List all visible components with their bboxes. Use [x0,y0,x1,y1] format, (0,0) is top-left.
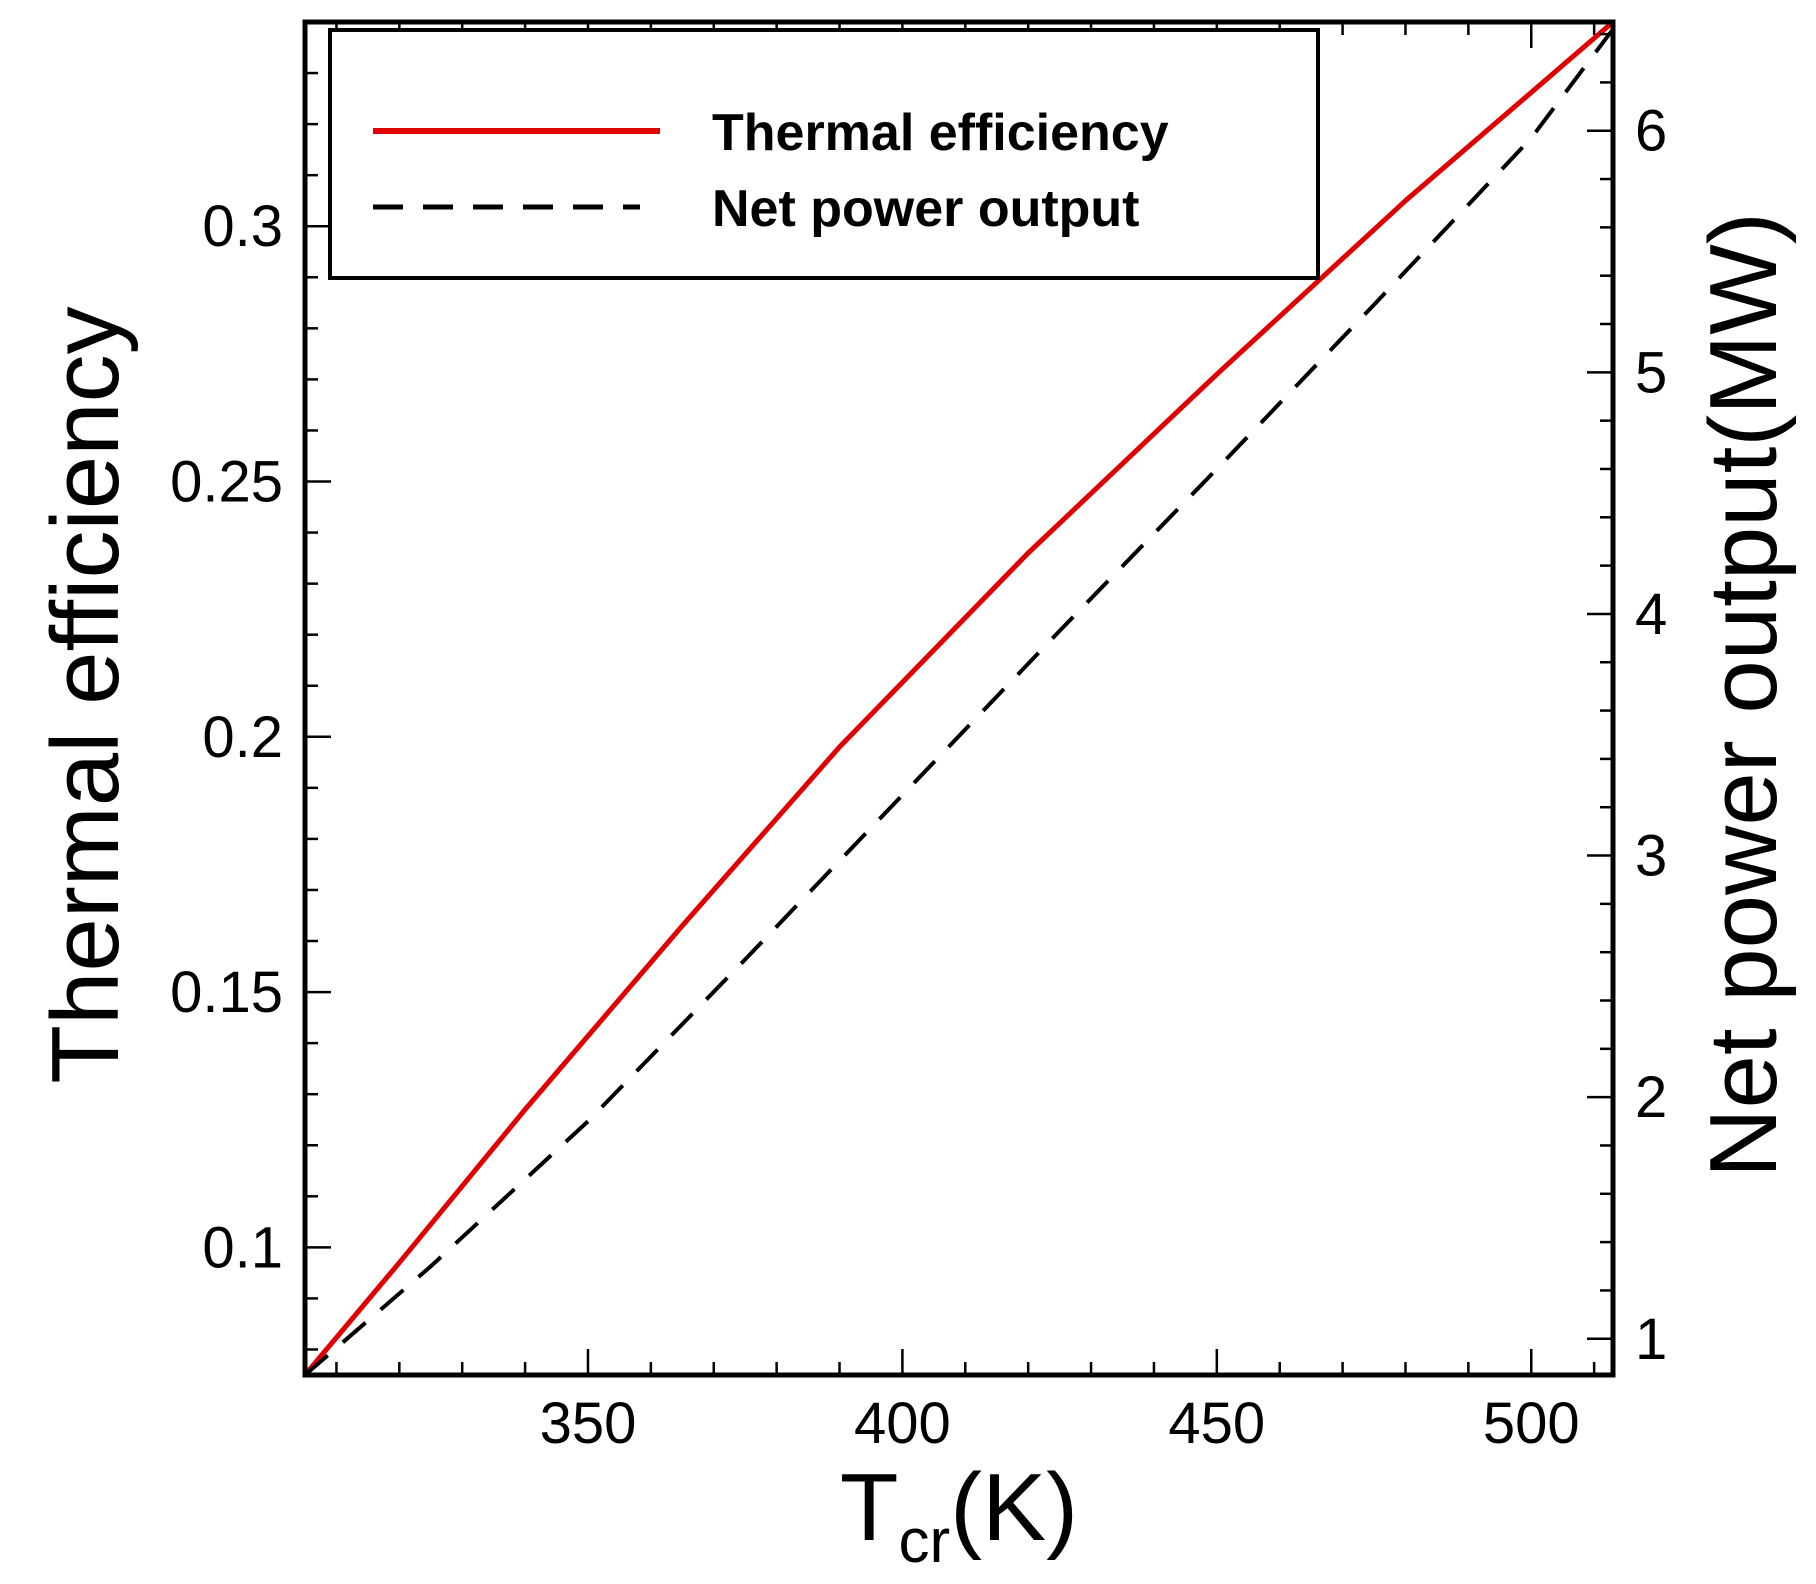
y-right-tick-label: 3 [1635,824,1667,889]
y-right-tick-label: 5 [1635,340,1667,405]
x-tick-label: 350 [540,1391,637,1456]
x-tick-label: 500 [1483,1391,1580,1456]
legend-box [328,28,1320,280]
y-right-tick-label: 1 [1635,1307,1667,1372]
legend-label-net-power-output: Net power output [712,180,1140,238]
y-left-tick-label: 0.25 [170,450,283,515]
legend-label-thermal-efficiency: Thermal efficiency [712,104,1169,162]
x-axis-title-sub: cr [899,1507,951,1576]
x-axis-title-main: T [840,1454,899,1561]
x-tick-label: 450 [1168,1391,1265,1456]
y-left-tick-label: 0.3 [202,194,283,259]
x-axis-title-unit: (K) [950,1454,1078,1561]
series-line-net-power-output [303,27,1615,1377]
y-right-tick-label: 4 [1635,582,1667,647]
y-right-tick-label: 6 [1635,99,1667,164]
plot-frame [302,19,1616,1378]
y-right-axis-title: Net power output(MW) [1690,212,1797,1178]
legend: Thermal efficiency Net power output [328,28,1320,280]
x-axis-title: Tcr(K) [840,1454,1078,1576]
series-layer [303,20,1615,1377]
tick-labels: 350 400 450 500 0.1 0.15 0.2 0.25 0.3 1 2 3 4 5 6 [170,99,1667,1456]
y-left-axis-title: Thermal efficiency [32,306,139,1083]
y-right-tick-label: 2 [1635,1065,1667,1130]
y-left-tick-label: 0.15 [170,960,283,1025]
x-tick-label: 400 [854,1391,951,1456]
series-line-thermal-efficiency [303,20,1615,1377]
y-left-tick-label: 0.1 [202,1215,283,1280]
y-left-tick-label: 0.2 [202,705,283,770]
